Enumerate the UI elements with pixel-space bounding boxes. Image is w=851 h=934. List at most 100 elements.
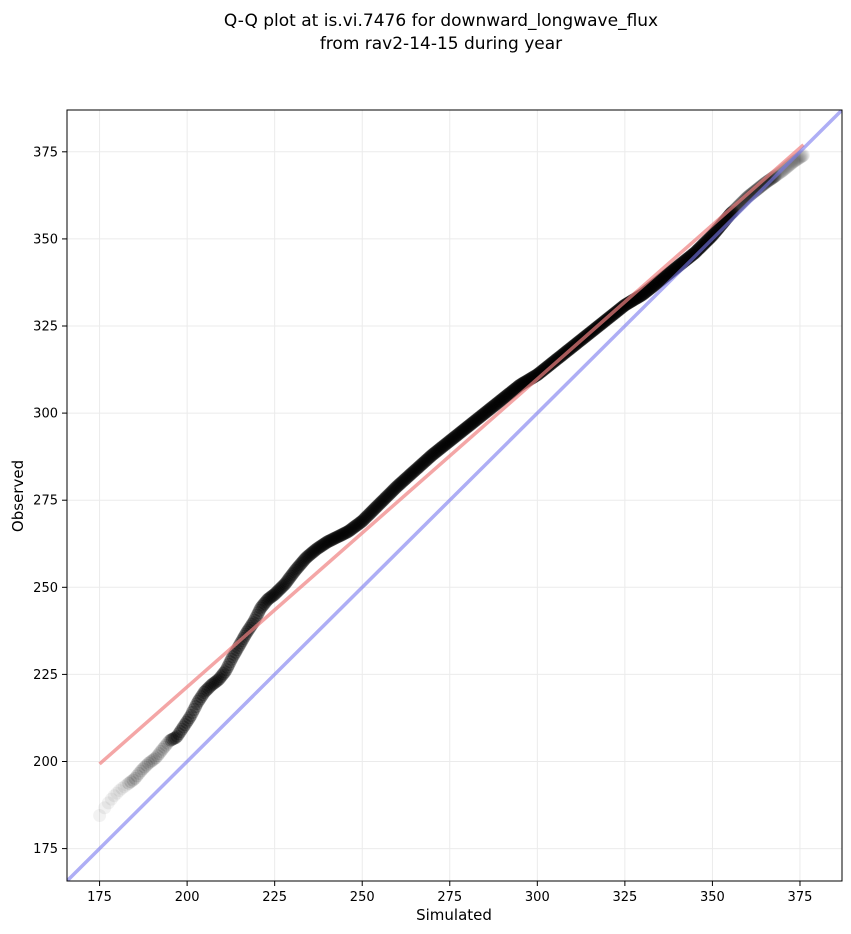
point [434, 441, 448, 455]
point [173, 725, 187, 738]
point [326, 532, 339, 546]
point [104, 792, 118, 806]
point [266, 589, 280, 602]
point [396, 474, 410, 488]
point [381, 488, 395, 502]
point [299, 551, 313, 565]
point [126, 773, 140, 787]
point [474, 409, 488, 423]
point [705, 229, 719, 242]
point [503, 386, 517, 400]
point [688, 246, 702, 260]
point [617, 299, 631, 313]
point [488, 398, 502, 412]
point [225, 652, 238, 666]
point [339, 526, 352, 540]
point [344, 523, 358, 537]
point [504, 385, 518, 399]
x-tick-label: 300 [525, 890, 550, 905]
point [367, 503, 381, 516]
point [436, 440, 449, 454]
point [405, 466, 419, 480]
point [496, 391, 510, 405]
point [440, 436, 454, 450]
y-tick-label: 375 [33, 145, 58, 160]
point [180, 715, 193, 729]
point [191, 694, 205, 708]
point [458, 422, 472, 436]
point [159, 738, 173, 752]
point [482, 403, 496, 417]
x-tick-label: 175 [87, 890, 112, 905]
point [417, 455, 431, 469]
point [403, 468, 417, 481]
point [694, 240, 708, 254]
point [142, 756, 155, 770]
point [469, 413, 483, 427]
point [423, 450, 437, 464]
point [513, 378, 527, 392]
point [366, 504, 380, 517]
point [107, 789, 121, 803]
point [196, 688, 210, 702]
point [207, 676, 221, 690]
point [193, 692, 207, 706]
point [697, 237, 711, 251]
point [658, 270, 672, 284]
y-tick-label: 325 [33, 320, 58, 335]
quantile-points [93, 148, 810, 822]
point [397, 473, 411, 487]
point [660, 268, 674, 282]
point [499, 389, 513, 403]
point [286, 566, 300, 580]
point [484, 401, 498, 415]
point [399, 471, 413, 485]
point [432, 443, 446, 457]
point [377, 492, 391, 506]
point [657, 270, 671, 284]
point [687, 247, 701, 260]
point [357, 513, 370, 527]
point [249, 611, 263, 625]
point [460, 420, 474, 434]
point [219, 663, 233, 677]
point [455, 425, 469, 439]
point [472, 411, 486, 424]
point [695, 239, 709, 253]
point [321, 535, 335, 548]
x-tick-label: 375 [788, 890, 813, 905]
point [615, 300, 629, 314]
point [365, 505, 379, 518]
point [140, 758, 154, 772]
point [445, 432, 459, 446]
point [215, 668, 229, 682]
point [255, 599, 269, 613]
point [112, 784, 126, 797]
point [435, 441, 449, 454]
point [704, 230, 718, 244]
point [492, 395, 506, 409]
point [700, 234, 714, 248]
point [656, 271, 670, 285]
grid-lines [67, 110, 842, 881]
point [652, 275, 665, 289]
point [306, 545, 320, 559]
point [452, 427, 466, 441]
point [644, 281, 658, 295]
point [304, 546, 318, 560]
point [616, 300, 630, 313]
point [506, 384, 520, 397]
point [223, 655, 237, 669]
point [337, 526, 351, 540]
point [501, 388, 515, 402]
point [402, 468, 416, 482]
point [513, 379, 526, 392]
point [101, 796, 115, 810]
point [486, 399, 500, 413]
point [187, 703, 201, 716]
point [364, 506, 378, 520]
point [178, 718, 192, 732]
point [394, 476, 408, 490]
point [419, 453, 433, 467]
point [656, 272, 670, 286]
